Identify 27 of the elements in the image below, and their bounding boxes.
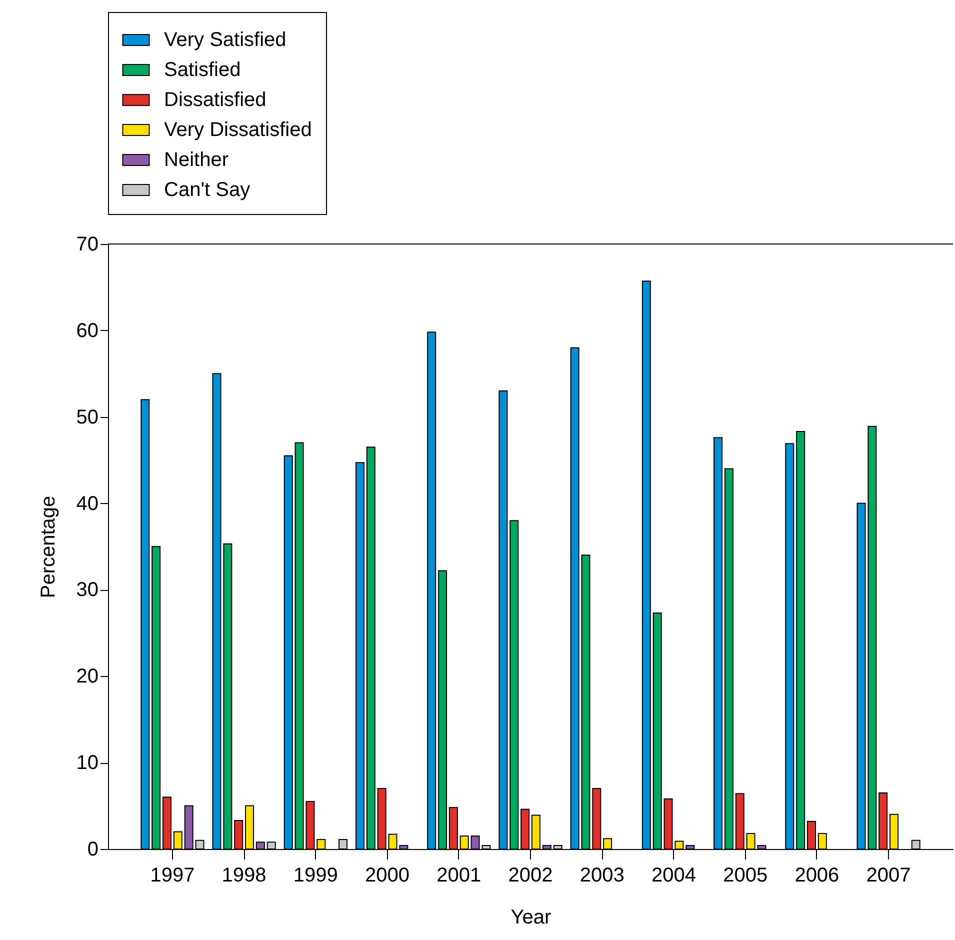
y-tick-label: 50 [76,406,98,428]
x-tick-label: 2006 [794,864,840,886]
legend-label: Neither [164,149,229,171]
x-tick-label: 2005 [723,864,768,886]
x-tick-label: 1998 [222,864,266,886]
y-tick-label: 10 [76,752,98,774]
legend-label: Can't Say [164,179,250,201]
x-tick-label: 2000 [365,864,410,886]
legend-label: Satisfied [164,59,241,81]
legend-label: Very Dissatisfied [164,119,312,141]
y-tick-label: 70 [76,234,98,256]
x-tick-label: 2002 [508,864,553,886]
x-tick-label: 2001 [436,864,482,886]
y-axis-title: Percentage [37,496,60,598]
x-tick-label: 1997 [150,864,195,886]
y-tick-label: 40 [76,492,98,515]
x-tick-label: 2003 [580,864,624,886]
y-tick-label: 20 [76,666,98,688]
y-tick-label: 30 [76,579,98,602]
x-axis-title: Year [510,906,552,928]
legend-label: Very Satisfied [164,29,286,51]
legend-label: Dissatisfied [164,89,266,111]
x-tick-label: 2007 [866,864,911,886]
x-tick-label: 2004 [651,864,696,886]
y-tick-label: 0 [87,838,98,860]
x-tick-label: 1999 [293,864,338,886]
y-tick-label: 60 [76,320,98,342]
